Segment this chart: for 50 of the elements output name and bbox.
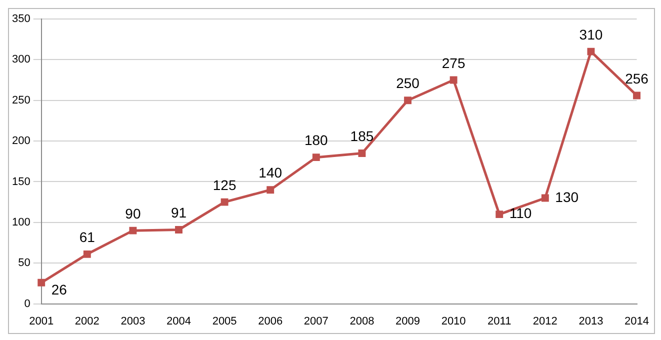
y-tick-label: 100: [12, 216, 30, 228]
x-tick-label: 2005: [212, 315, 237, 328]
x-tick-label: 2001: [29, 315, 54, 328]
data-label: 91: [170, 204, 187, 221]
point: [450, 76, 458, 84]
point: [496, 210, 504, 218]
point: [404, 96, 412, 104]
data-label: 250: [396, 75, 420, 92]
data-label: 256: [625, 70, 649, 86]
data-label: 90: [125, 205, 141, 222]
point: [312, 154, 320, 162]
point: [587, 48, 595, 56]
x-tick-label: 2010: [441, 315, 466, 328]
y-tick-label: 200: [12, 135, 30, 148]
y-tick-label: 300: [12, 54, 30, 66]
data-label: 125: [212, 176, 236, 193]
x-tick-label: 2004: [166, 315, 191, 328]
point: [358, 150, 366, 157]
point: [175, 226, 182, 234]
x-tick-label: 2013: [578, 315, 604, 328]
point: [266, 186, 274, 194]
point: [633, 92, 640, 100]
y-tick-label: 350: [12, 13, 30, 26]
x-tick-label: 2006: [258, 315, 283, 328]
data-label: 130: [555, 188, 579, 205]
x-tick-label: 2012: [532, 315, 558, 328]
x-tick-label: 2009: [396, 315, 420, 328]
y-tick-label: 150: [12, 176, 30, 188]
x-tick-label: 2011: [488, 315, 512, 328]
x-tick-label: 2007: [304, 315, 328, 328]
point: [129, 226, 137, 234]
point: [38, 278, 46, 286]
data-label: 61: [79, 229, 96, 246]
point: [220, 198, 228, 206]
data-label: 275: [442, 54, 466, 71]
data-label: 180: [304, 132, 328, 148]
point: [541, 194, 549, 202]
data-label: 110: [509, 205, 532, 222]
x-tick-label: 2008: [350, 315, 374, 328]
x-tick-label: 2002: [74, 315, 100, 328]
y-tick-label: 250: [12, 94, 30, 106]
x-tick-label: 2014: [624, 315, 650, 328]
y-tick-label: 50: [18, 257, 30, 270]
data-label: 140: [258, 164, 282, 181]
point: [83, 250, 91, 258]
data-label: 26: [51, 282, 68, 298]
y-tick-label: 0: [24, 298, 30, 310]
data-label: 310: [579, 26, 603, 42]
x-tick-label: 2003: [120, 315, 146, 328]
data-label: 185: [350, 128, 374, 144]
